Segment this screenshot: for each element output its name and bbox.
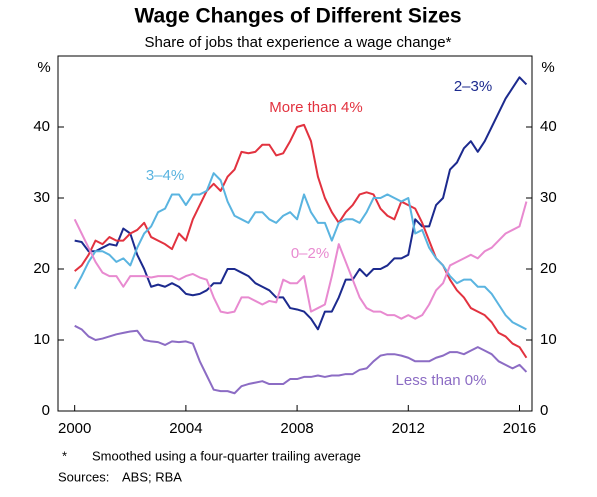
y-tick-label-right: 40	[540, 118, 557, 135]
series-label: 0–2%	[291, 245, 329, 262]
series-line	[74, 123, 528, 359]
y-unit-right: %	[541, 59, 554, 76]
y-tick-label-left: 0	[42, 402, 50, 419]
y-tick-label-left: 30	[33, 189, 50, 206]
y-tick-label-right: 20	[540, 260, 557, 277]
footnote-marker: *	[62, 448, 67, 463]
x-tick-label: 2012	[392, 420, 425, 437]
series-label: 2–3%	[454, 78, 492, 95]
y-tick-label-left: 40	[33, 118, 50, 135]
series-line	[74, 324, 528, 395]
footnote: Smoothed using a four-quarter trailing a…	[92, 448, 361, 463]
series-line	[73, 172, 527, 331]
x-tick-label: 2016	[503, 420, 536, 437]
sources: ABS; RBA	[122, 469, 182, 484]
chart-title: Wage Changes of Different Sizes	[134, 5, 461, 28]
series-line	[73, 201, 528, 320]
series-line	[74, 76, 528, 331]
y-tick-label-right: 0	[540, 402, 548, 419]
y-tick-label-left: 10	[33, 331, 50, 348]
y-unit-left: %	[37, 59, 50, 76]
x-tick-label: 2000	[58, 420, 91, 437]
x-tick-label: 2004	[169, 420, 202, 437]
x-tick-label: 2008	[280, 420, 313, 437]
series-label: Less than 0%	[396, 372, 487, 389]
y-tick-label-right: 10	[540, 331, 557, 348]
series-label: 3–4%	[146, 167, 184, 184]
series-label: More than 4%	[269, 99, 362, 116]
chart-subtitle: Share of jobs that experience a wage cha…	[145, 34, 452, 51]
plot-frame	[57, 55, 533, 412]
sources-label: Sources:	[58, 469, 109, 484]
y-tick-label-right: 30	[540, 189, 557, 206]
y-tick-label-left: 20	[33, 260, 50, 277]
